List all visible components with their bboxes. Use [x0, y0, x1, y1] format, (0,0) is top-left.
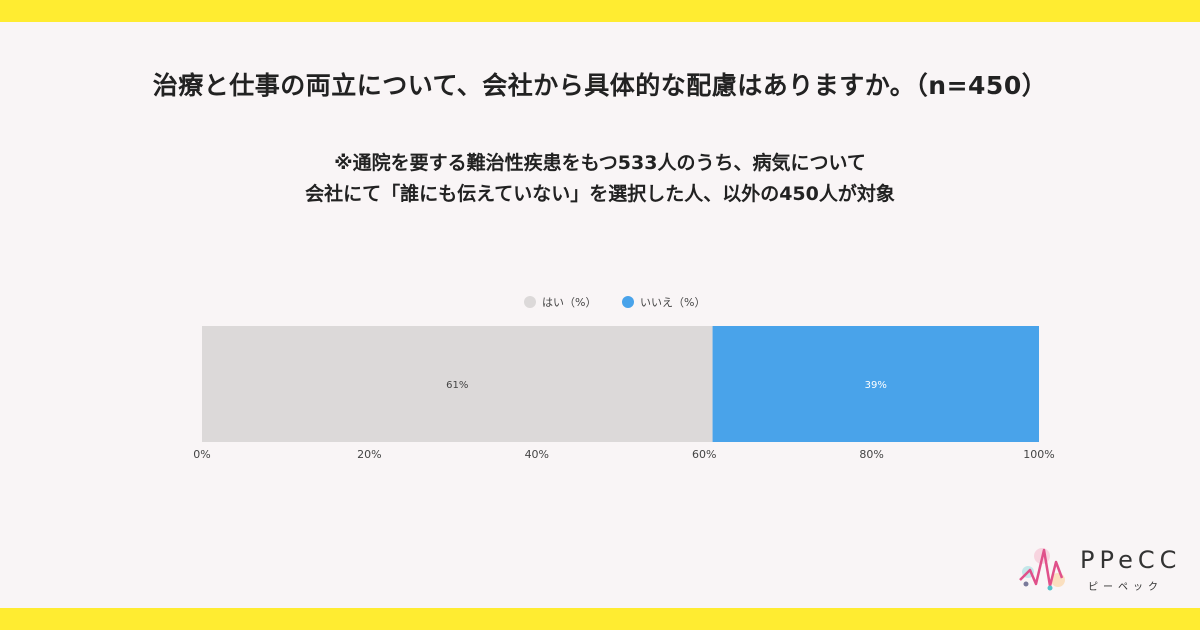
data-label-2: 39% — [865, 380, 887, 391]
legend-swatch-2 — [622, 296, 634, 308]
logo-subtext: ピーペック — [1088, 582, 1163, 593]
x-tick-label: 40% — [525, 448, 549, 461]
chart-subtitle: ※通院を要する難治性疾患をもつ533人のうち、病気について 会社にて「誰にも伝え… — [0, 148, 1200, 210]
bar-segment-1 — [202, 326, 713, 442]
bottom-yellow-band — [0, 608, 1200, 630]
x-tick-label: 60% — [692, 448, 716, 461]
logo-text: PPeCC — [1080, 546, 1182, 574]
x-tick-label: 100% — [1023, 448, 1054, 461]
logo-mark-icon — [1019, 548, 1065, 591]
x-tick-label: 80% — [859, 448, 883, 461]
data-label-1: 61% — [446, 380, 468, 391]
subtitle-line-2: 会社にて「誰にも伝えていない」を選択した人、以外の450人が対象 — [305, 183, 895, 205]
legend-swatch-1 — [524, 296, 536, 308]
ppecc-logo: PPeCC ピーペック — [1018, 540, 1188, 602]
legend-label-1: はい（%） — [542, 296, 596, 309]
chart-title: 治療と仕事の両立について、会社から具体的な配慮はありますか。（n=450） — [152, 71, 1048, 100]
top-yellow-band — [0, 0, 1200, 22]
legend-label-2: いいえ（%） — [640, 296, 705, 309]
x-tick-label: 20% — [357, 448, 381, 461]
bar-segment-2 — [712, 326, 1039, 442]
subtitle-line-1: ※通院を要する難治性疾患をもつ533人のうち、病気について — [334, 152, 866, 174]
x-tick-label: 0% — [193, 448, 210, 461]
